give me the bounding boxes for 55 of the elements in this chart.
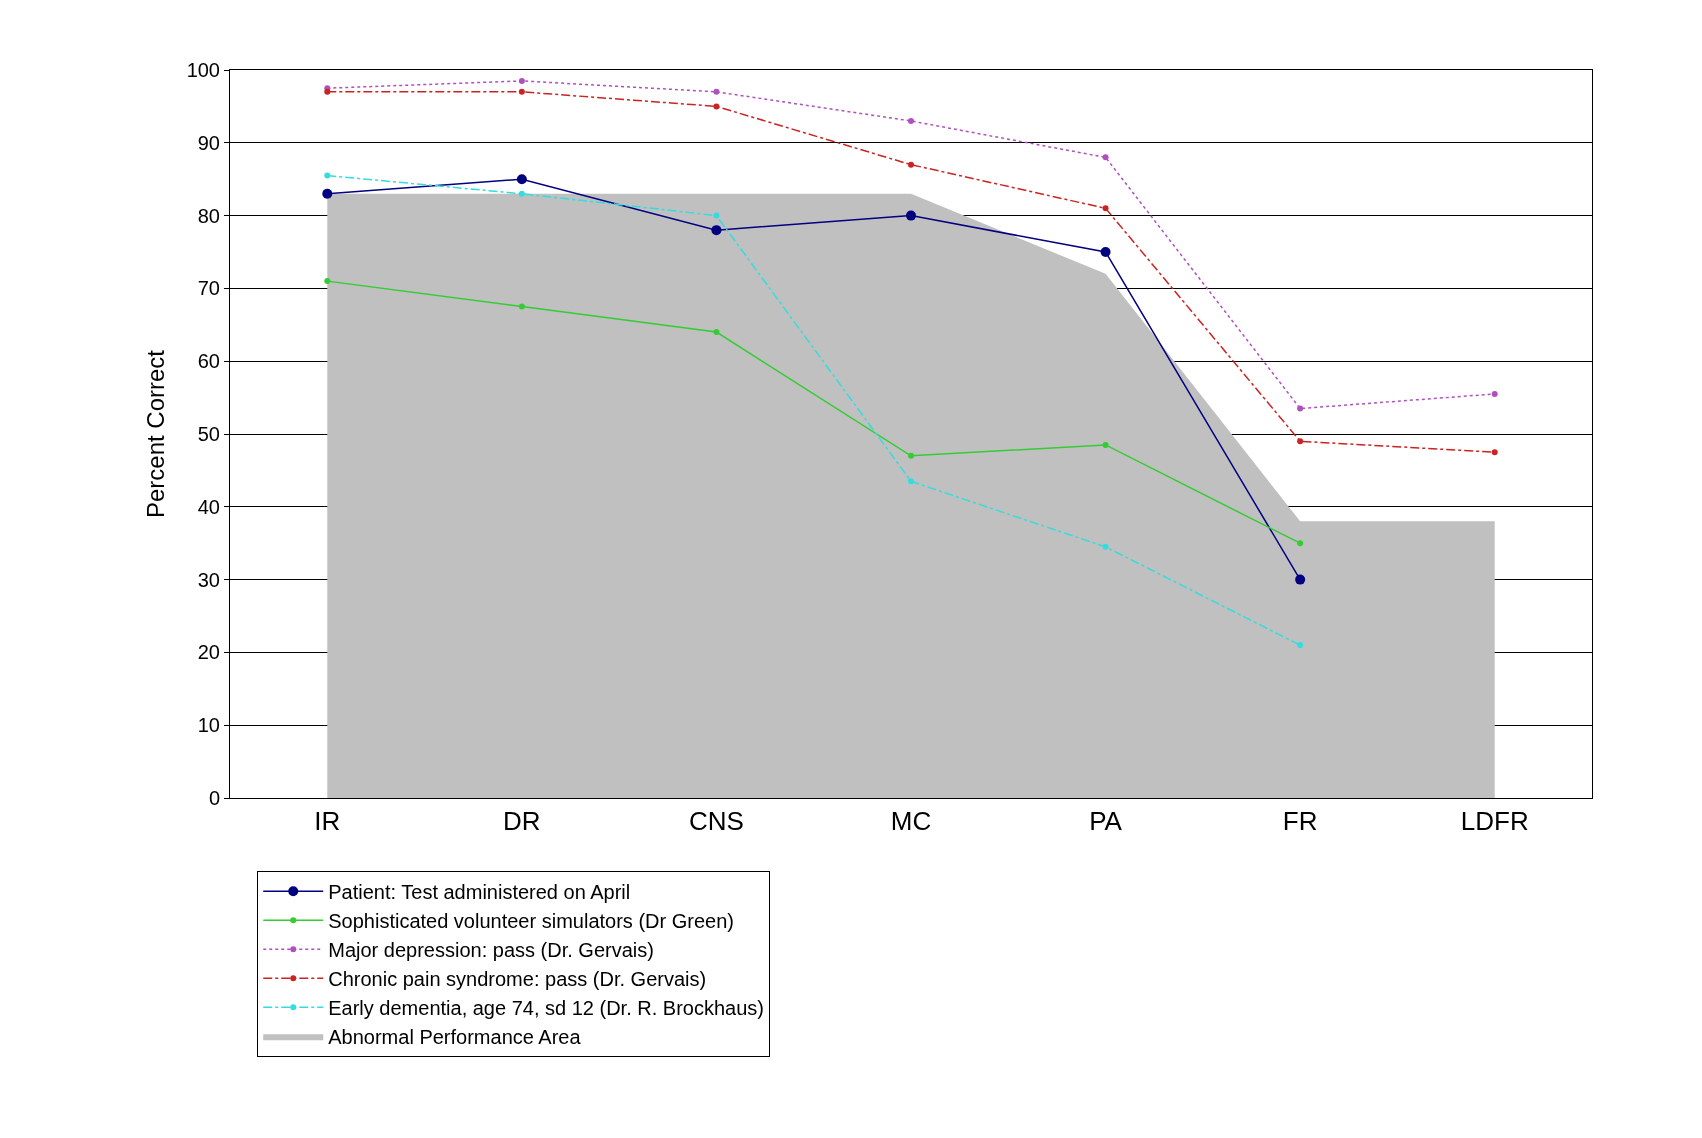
point (1297, 642, 1304, 649)
point (324, 172, 331, 179)
point (1295, 574, 1306, 585)
point (906, 210, 916, 221)
point (713, 103, 720, 110)
legend-label: Chronic pain syndrome: pass (Dr. Gervais) (328, 968, 707, 991)
x-tick-label: LDFR (1460, 806, 1529, 837)
point (711, 225, 722, 236)
point (908, 478, 914, 485)
legend-label: Major depression: pass (Dr. Gervais) (328, 939, 654, 962)
point (1297, 540, 1304, 547)
point (713, 329, 720, 336)
point (324, 278, 331, 285)
x-tick-label: DR (503, 806, 541, 837)
y-tick-label: 40 (197, 495, 220, 518)
x-tick-label: MC (890, 806, 932, 837)
point (518, 303, 525, 310)
y-tick-label: 10 (197, 714, 220, 737)
y-tick-label: 30 (197, 568, 220, 591)
point (713, 88, 720, 95)
legend-label: Early dementia, age 74, sd 12 (Dr. R. Brockhaus) (328, 997, 765, 1020)
legend-label: Sophisticated volunteer simulators (Dr Green) (328, 910, 734, 933)
y-tick-label: 100 (186, 59, 220, 81)
y-tick-label: 70 (197, 277, 220, 300)
point (908, 117, 914, 124)
y-tick-label: 80 (197, 204, 220, 227)
y-tick-label: 90 (197, 131, 220, 154)
point (1102, 543, 1109, 550)
y-tick-label: 0 (208, 787, 220, 809)
y-axis-title: Percent Correct (141, 349, 169, 519)
point (1102, 205, 1109, 212)
point (713, 212, 720, 219)
y-tick-label: 60 (197, 350, 220, 373)
legend-label: Abnormal Performance Area (328, 1026, 582, 1049)
point (518, 190, 525, 197)
point (1491, 449, 1498, 456)
point (516, 174, 527, 185)
point (518, 77, 525, 84)
x-tick-label: CNS (688, 806, 744, 837)
x-tick-label: PA (1089, 806, 1123, 837)
point (1102, 441, 1109, 448)
point (1297, 405, 1304, 412)
point (908, 452, 914, 459)
point (322, 188, 333, 199)
point (518, 88, 525, 95)
point (1491, 390, 1498, 397)
point (908, 161, 914, 168)
y-tick-label: 20 (197, 641, 220, 664)
x-tick-label: FR (1282, 806, 1318, 837)
point (1297, 438, 1304, 445)
point (1100, 247, 1111, 257)
y-tick-label: 50 (197, 423, 220, 445)
point (1102, 154, 1109, 161)
x-tick-label: IR (314, 806, 341, 837)
legend-label: Patient: Test administered on April (328, 881, 631, 904)
